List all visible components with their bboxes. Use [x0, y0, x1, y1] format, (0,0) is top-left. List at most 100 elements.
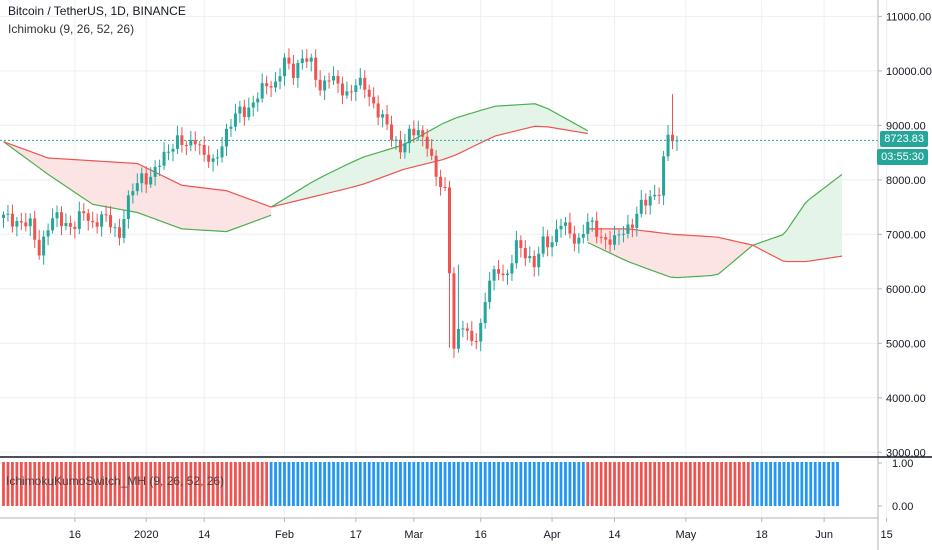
switch-bar — [332, 462, 335, 506]
switch-bar — [305, 462, 309, 506]
senkou-span-b — [270, 125, 588, 208]
kumo-cloud — [752, 174, 842, 262]
candle-body — [59, 212, 63, 227]
candle-body — [572, 233, 576, 244]
switch-bar — [24, 462, 28, 506]
switch-bar — [510, 462, 514, 506]
switch-bar — [827, 462, 830, 506]
candle-body — [158, 165, 162, 167]
candle-body — [626, 224, 630, 234]
switch-bar — [385, 462, 389, 506]
candle-body — [117, 227, 121, 238]
switch-bar — [613, 462, 616, 506]
switch-bar — [782, 462, 786, 506]
switch-bar — [318, 462, 322, 506]
candle-body — [86, 213, 90, 221]
senkou-span-b — [752, 244, 843, 263]
switch-bar — [131, 462, 135, 506]
candle-body — [635, 213, 639, 228]
ichimoku-legend[interactable]: Ichimoku (9, 26, 52, 26) — [8, 22, 135, 36]
switch-bar — [501, 462, 505, 506]
candle-body — [51, 218, 55, 231]
candle-body — [291, 63, 295, 78]
candle-body — [439, 176, 443, 187]
candle-body — [412, 128, 416, 136]
switch-bar — [675, 462, 679, 506]
candle-body — [238, 106, 242, 114]
candle-body — [430, 148, 434, 156]
switch-bar — [595, 462, 599, 506]
candle-body — [354, 85, 358, 92]
switch-bar — [372, 462, 376, 506]
candle-body — [207, 154, 211, 162]
candle-body — [278, 76, 282, 82]
candle-body — [135, 183, 139, 192]
switch-bar — [430, 462, 434, 506]
time-axis-label: 14 — [198, 529, 210, 541]
switch-bar — [787, 462, 790, 506]
switch-bar — [100, 462, 104, 506]
switch-bar — [662, 462, 665, 506]
switch-bar — [479, 462, 483, 506]
candle-body — [327, 80, 331, 82]
candle-body — [55, 212, 59, 219]
candle-body — [140, 173, 144, 184]
kumo-switch-legend[interactable]: IchimokuKumoSwitch_MH (9, 26, 52, 26) — [6, 474, 225, 488]
senkou-span-a — [270, 103, 589, 208]
time-axis-label: 17 — [350, 529, 362, 541]
switch-bar — [91, 462, 95, 506]
switch-bar — [697, 462, 701, 506]
candle-body — [28, 218, 32, 227]
switch-bar — [684, 462, 688, 506]
candle-body — [167, 151, 171, 153]
kumo-cloud — [587, 228, 753, 278]
candle-body — [470, 330, 474, 342]
switch-bar — [265, 462, 269, 506]
switch-bar — [497, 462, 500, 506]
symbol-legend[interactable]: Bitcoin / TetherUS, 1D, BINANCE — [8, 4, 186, 18]
switch-bar — [532, 462, 536, 506]
candle-body — [95, 222, 99, 227]
candle-body — [479, 323, 483, 342]
switch-bar — [300, 462, 304, 506]
switch-bar — [791, 462, 795, 506]
switch-bar — [149, 462, 153, 506]
switch-bar — [109, 462, 112, 506]
candle-body — [126, 195, 130, 219]
switch-bar — [519, 462, 523, 506]
candle-body — [376, 103, 380, 118]
switch-bar — [648, 462, 652, 506]
candle-body — [599, 236, 603, 238]
switch-bar — [15, 462, 19, 506]
candle-body — [358, 77, 362, 86]
switch-bar — [256, 462, 260, 506]
switch-bar — [42, 462, 46, 506]
switch-bar — [220, 462, 224, 506]
switch-bar — [211, 462, 215, 506]
switch-bar — [523, 462, 527, 506]
price-axis-label: 7000.00 — [886, 229, 926, 241]
candle-body — [448, 187, 451, 274]
switch-bar — [720, 462, 723, 506]
switch-bar — [755, 462, 759, 506]
candle-body — [269, 86, 273, 88]
candle-body — [251, 102, 255, 108]
candle-body — [42, 236, 46, 256]
switch-bar — [572, 462, 576, 506]
candle-body — [528, 256, 532, 259]
candle-body — [171, 148, 175, 152]
switch-bar — [412, 462, 416, 506]
switch-bar — [202, 462, 206, 506]
switch-bar — [608, 462, 612, 506]
candle-body — [274, 81, 278, 88]
switch-bar — [702, 462, 706, 506]
time-axis-label: Apr — [544, 529, 561, 541]
switch-bar — [358, 462, 362, 506]
switch-bar — [506, 462, 509, 506]
switch-bar — [568, 462, 572, 506]
switch-bar — [626, 462, 630, 506]
candle-body — [323, 80, 327, 91]
switch-bar — [229, 462, 233, 506]
switch-bar — [363, 462, 367, 506]
